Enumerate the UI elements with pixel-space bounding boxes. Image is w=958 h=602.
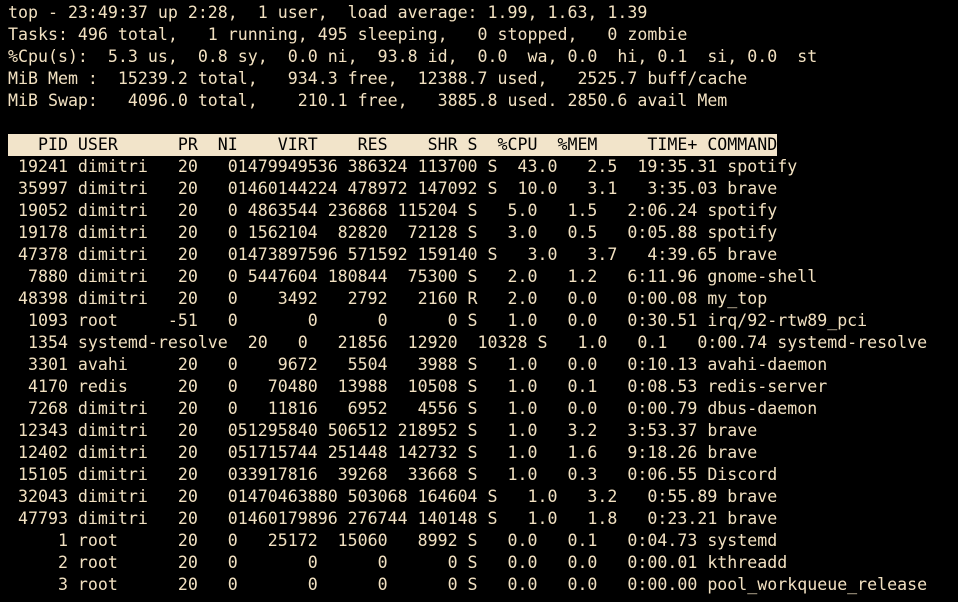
top-summary-block: top - 23:49:37 up 2:28, 1 user, load ave… (8, 2, 958, 112)
process-row-7880: 7880 dimitri 20 0 5447604 180844 75300 S… (8, 267, 818, 286)
process-row-1354: 1354 systemd-resolve 20 0 21856 12920 10… (8, 333, 928, 352)
process-table: 19241 dimitri 20 01479949536 386324 1137… (8, 156, 958, 596)
process-row-3301: 3301 avahi 20 0 9672 5504 3988 S 1.0 0.0… (8, 355, 828, 374)
summary-line-3: MiB Mem : 15239.2 total, 934.3 free, 123… (8, 69, 748, 88)
process-row-4170: 4170 redis 20 0 70480 13988 10508 S 1.0 … (8, 377, 828, 396)
process-row-7268: 7268 dimitri 20 0 11816 6952 4556 S 1.0 … (8, 399, 818, 418)
process-row-19052: 19052 dimitri 20 0 4863544 236868 115204… (8, 201, 778, 220)
process-row-47793: 47793 dimitri 20 01460179896 276744 1401… (8, 509, 778, 528)
process-row-1093: 1093 root -51 0 0 0 0 S 1.0 0.0 0:30.51 … (8, 311, 868, 330)
process-row-12402: 12402 dimitri 20 051715744 251448 142732… (8, 443, 758, 462)
process-row-35997: 35997 dimitri 20 01460144224 478972 1470… (8, 179, 778, 198)
process-row-47378: 47378 dimitri 20 01473897596 571592 1591… (8, 245, 778, 264)
blank-line (8, 112, 958, 134)
process-row-3: 3 root 20 0 0 0 0 S 0.0 0.0 0:00.00 pool… (8, 575, 928, 594)
process-row-48398: 48398 dimitri 20 0 3492 2792 2160 R 2.0 … (8, 289, 768, 308)
process-row-19178: 19178 dimitri 20 0 1562104 82820 72128 S… (8, 223, 778, 242)
process-row-15105: 15105 dimitri 20 033917816 39268 33668 S… (8, 465, 778, 484)
summary-line-1: Tasks: 496 total, 1 running, 495 sleepin… (8, 25, 688, 44)
process-row-32043: 32043 dimitri 20 01470463880 503068 1646… (8, 487, 778, 506)
process-table-header-line: PID USER PR NI VIRT RES SHR S %CPU %MEM … (8, 134, 958, 156)
process-table-header: PID USER PR NI VIRT RES SHR S %CPU %MEM … (8, 134, 778, 156)
summary-line-2: %Cpu(s): 5.3 us, 0.8 sy, 0.0 ni, 93.8 id… (8, 47, 818, 66)
process-row-19241: 19241 dimitri 20 01479949536 386324 1137… (8, 157, 798, 176)
summary-line-0: top - 23:49:37 up 2:28, 1 user, load ave… (8, 3, 648, 22)
summary-line-4: MiB Swap: 4096.0 total, 210.1 free, 3885… (8, 91, 728, 110)
process-row-2: 2 root 20 0 0 0 0 S 0.0 0.0 0:00.01 kthr… (8, 553, 788, 572)
process-row-1: 1 root 20 0 25172 15060 8992 S 0.0 0.1 0… (8, 531, 778, 550)
process-row-12343: 12343 dimitri 20 051295840 506512 218952… (8, 421, 758, 440)
